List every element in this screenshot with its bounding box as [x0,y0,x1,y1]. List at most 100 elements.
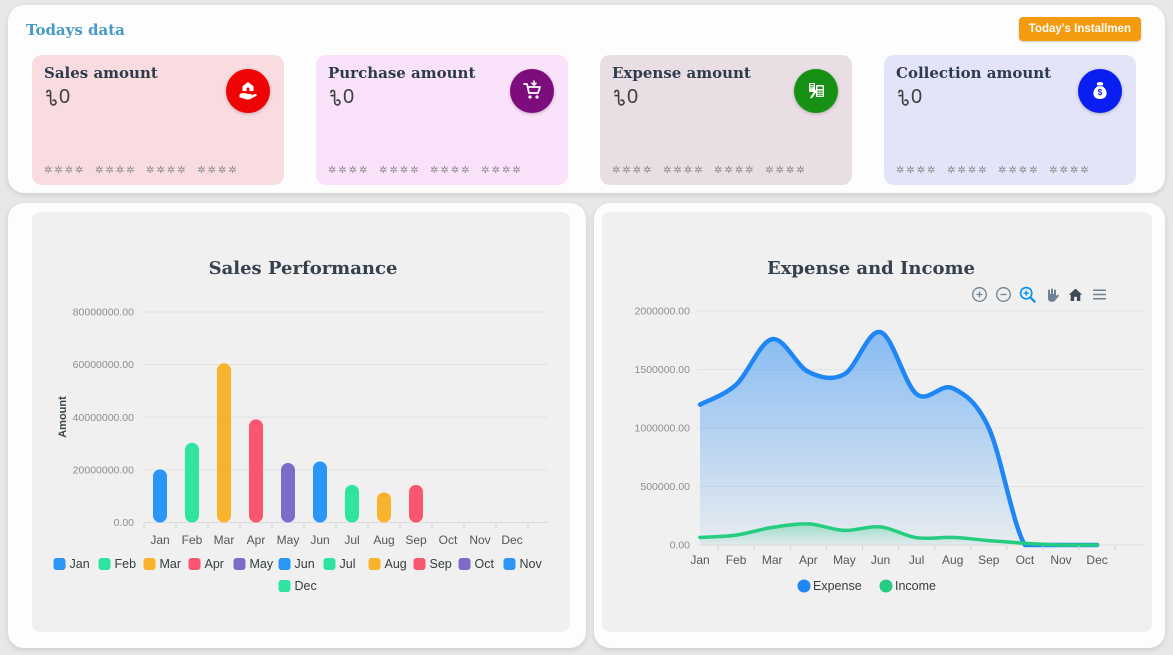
home-icon[interactable] [1067,286,1084,303]
stat-card-value: 0 [343,86,355,108]
legend-item-may[interactable]: May [233,557,274,571]
chart-title: Sales Performance [209,258,398,279]
x-axis-label: Nov [469,533,490,547]
todays-installment-button[interactable]: Today's Installmen [1018,17,1141,41]
x-axis-label: Jun [871,553,890,567]
y-axis-title: Amount [57,396,69,438]
card-number-mask: ✲✲✲✲ ✲✲✲✲ ✲✲✲✲ ✲✲✲✲ [328,165,523,176]
stat-card-amount: 0 [44,86,70,109]
svg-text:Mar: Mar [160,557,182,571]
bar-mar [217,363,231,523]
money-bag-icon: $ [1078,69,1122,113]
svg-text:Jun: Jun [295,557,315,571]
x-axis-label: Apr [247,533,266,547]
legend-item-sep[interactable]: Sep [413,557,452,571]
x-axis-label: Jul [909,553,924,567]
stat-card-amount: 0 [612,86,638,109]
legend-item-expense[interactable]: Expense [797,579,862,593]
legend-item-mar[interactable]: Mar [143,557,182,571]
x-axis-label: Aug [373,533,394,547]
series-line-expense [697,329,1100,548]
card-number-mask: ✲✲✲✲ ✲✲✲✲ ✲✲✲✲ ✲✲✲✲ [612,165,807,176]
y-axis-label: 1500000.00 [635,364,691,376]
bar-chart-svg: Sales Performance Amount 80000000.00 600000… [53,258,548,593]
svg-text:Feb: Feb [115,557,137,571]
menu-icon[interactable] [1091,286,1108,303]
y-axis-label: 20000000.00 [73,464,134,476]
stat-card-title: Collection amount [896,64,1052,82]
legend-item-nov[interactable]: Nov [503,557,543,571]
expense-income-chart: Expense and Income 2000000.00 1500000.00 10… [602,212,1152,632]
svg-text:Jan: Jan [70,557,90,571]
x-axis-label: Jun [310,533,329,547]
y-axis-label: 500000.00 [640,481,690,493]
x-axis-label: Nov [1050,553,1071,567]
hand-money-icon [226,69,270,113]
legend-item-feb[interactable]: Feb [98,557,137,571]
legend-item-jan[interactable]: Jan [53,557,90,571]
x-axis-label: Dec [1086,553,1107,567]
svg-text:Jul: Jul [340,557,356,571]
expense-income-panel: Expense and Income 2000000.00 1500000.00 10… [594,203,1165,648]
y-axis-label: 0.00 [114,517,135,529]
svg-text:Sep: Sep [430,557,452,571]
area-fill-expense [700,331,1098,545]
x-axis-label: Sep [405,533,427,547]
stat-card-amount: 0 [328,86,354,109]
y-axis-label: 1000000.00 [635,423,691,435]
legend-item-jun[interactable]: Jun [278,557,315,571]
bar-apr [249,419,263,523]
card-number-mask: ✲✲✲✲ ✲✲✲✲ ✲✲✲✲ ✲✲✲✲ [896,165,1091,176]
chart-toolbar [971,286,1108,303]
series-line-income [698,522,1099,547]
taka-symbol-icon [614,89,625,106]
x-axis-label: May [833,553,856,567]
sales-performance-panel: Sales Performance Amount 80000000.00 600000… [8,203,586,648]
bar-feb [185,442,199,523]
selection-zoom-icon[interactable] [1019,286,1036,303]
bar-jan [153,469,167,523]
pan-hand-icon[interactable] [1043,286,1060,303]
todays-data-panel: Todays data Today's Installmen Sales amo… [8,5,1165,193]
zoom-out-icon[interactable] [995,286,1012,303]
stat-card-title: Purchase amount [328,64,476,82]
x-axis-label: May [277,533,300,547]
x-axis-label: Apr [799,553,818,567]
zoom-in-icon[interactable] [971,286,988,303]
legend-item-oct[interactable]: Oct [458,557,495,571]
legend-item-aug[interactable]: Aug [368,557,407,571]
sales-performance-chart: Sales Performance Amount 80000000.00 600000… [32,212,570,632]
stat-card-amount: 0 [896,86,922,109]
legend-item-income[interactable]: Income [879,579,937,593]
bar-aug [377,492,391,523]
stat-card-purchase: Purchase amount 0 ✲✲✲✲ ✲✲✲✲ ✲✲✲✲ ✲✲✲✲ [316,55,568,185]
area-chart-svg: Expense and Income 2000000.00 1500000.00 10… [635,258,1144,593]
stat-card-sales: Sales amount 0 ✲✲✲✲ ✲✲✲✲ ✲✲✲✲ ✲✲✲✲ [32,55,284,185]
x-axis-label: Oct [1016,553,1035,567]
svg-text:Aug: Aug [385,557,407,571]
taka-symbol-icon [46,89,57,106]
x-axis-label: Mar [214,533,235,547]
legend-item-dec[interactable]: Dec [278,579,317,593]
x-axis-label: Oct [439,533,458,547]
svg-text:Expense: Expense [813,579,862,593]
legend-item-jul[interactable]: Jul [323,557,356,571]
x-axis-label: Dec [501,533,522,547]
x-axis-label: Mar [762,553,783,567]
y-axis-label: 40000000.00 [73,412,134,424]
svg-text:Apr: Apr [205,557,224,571]
svg-text:Oct: Oct [475,557,495,571]
taka-symbol-icon [330,89,341,106]
stat-card-expense: Expense amount 0 ✲✲✲✲ ✲✲✲✲ ✲✲✲✲ ✲✲ [600,55,852,185]
bar-may [281,463,295,523]
svg-text:Dec: Dec [295,579,317,593]
stat-card-title: Expense amount [612,64,751,82]
stat-card-title: Sales amount [44,64,158,82]
x-axis-label: Jan [690,553,709,567]
legend-item-apr[interactable]: Apr [188,557,224,571]
area-fill-income [700,523,1098,545]
x-axis-label: Jul [344,533,359,547]
receipt-calculator-icon [794,69,838,113]
y-axis-label: 0.00 [670,540,691,552]
x-axis-label: Aug [942,553,963,567]
